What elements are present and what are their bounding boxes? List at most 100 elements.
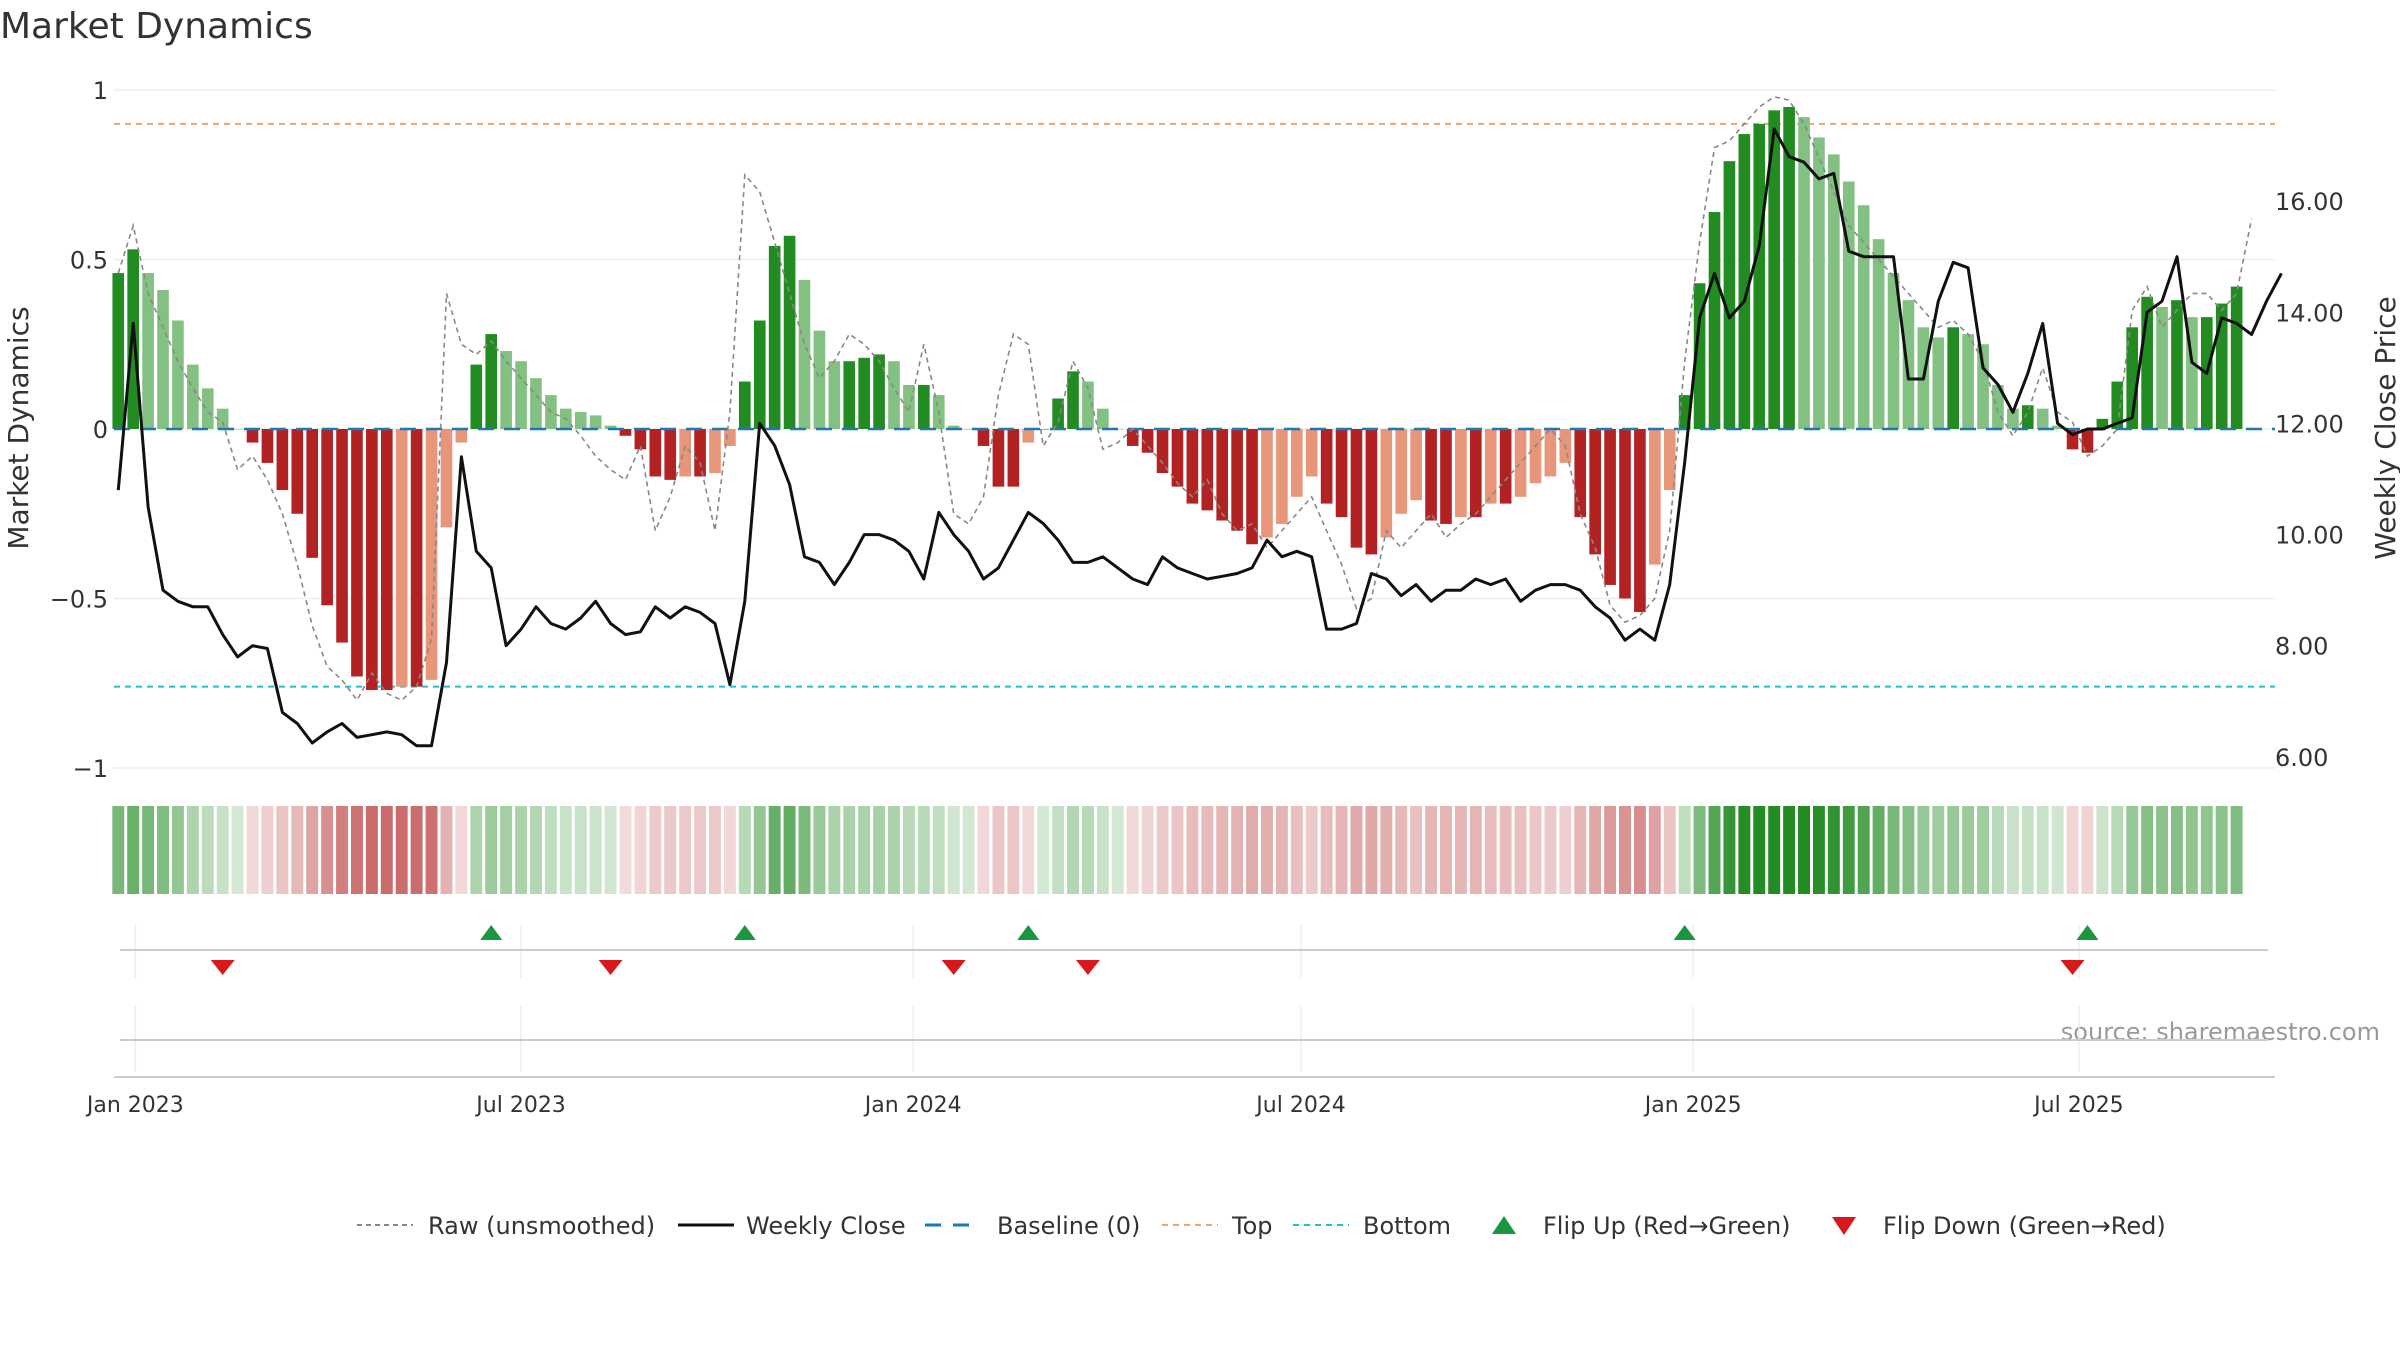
regime-cell xyxy=(709,806,721,894)
regime-cell xyxy=(1216,806,1229,894)
regime-cell xyxy=(813,806,826,894)
dynamics-bar xyxy=(1887,273,1900,429)
regime-cell xyxy=(2021,806,2034,894)
source-note: source: sharemaestro.com xyxy=(2061,1018,2380,1046)
regime-cell xyxy=(1529,806,1542,894)
regime-cell xyxy=(932,806,945,894)
dynamics-bar xyxy=(589,415,602,429)
regime-cell xyxy=(1350,806,1363,894)
weekly-close-line xyxy=(116,127,2283,748)
dynamics-bar xyxy=(1261,429,1273,538)
dynamics-bar xyxy=(470,364,483,429)
regime-cell xyxy=(619,806,632,894)
dynamics-bar xyxy=(1708,212,1721,429)
dynamics-bar xyxy=(783,235,796,429)
regime-cell xyxy=(2141,806,2154,894)
dynamics-bar xyxy=(276,429,289,491)
dynamics-bar xyxy=(216,408,229,429)
regime-cell xyxy=(992,806,1005,894)
regime-cell xyxy=(798,806,811,894)
dynamics-bar xyxy=(351,429,363,677)
dynamics-bar xyxy=(1425,429,1437,521)
regime-cell xyxy=(1574,806,1587,894)
dynamics-bar xyxy=(1992,384,2004,429)
regime-cell xyxy=(1977,806,1989,894)
dynamics-bar xyxy=(2141,296,2153,429)
dynamics-bar xyxy=(768,245,781,429)
legend-item-close: Weekly Close xyxy=(678,1212,906,1240)
dynamics-bar xyxy=(1186,429,1199,504)
regime-cell xyxy=(1738,806,1751,894)
legend-label: Weekly Close xyxy=(746,1212,906,1240)
dynamics-bar xyxy=(1022,429,1035,443)
regime-cell xyxy=(694,806,707,894)
dynamics-bar xyxy=(1768,110,1780,429)
regime-cell xyxy=(2006,806,2019,894)
regime-cell xyxy=(201,806,214,894)
dynamics-bar xyxy=(604,425,617,429)
legend: Raw (unsmoothed) Weekly Close Baseline (0)… xyxy=(357,1212,2166,1240)
regime-cell xyxy=(589,806,602,894)
regime-cell xyxy=(902,806,915,894)
dynamics-bar xyxy=(1604,429,1616,585)
flip-up-marker xyxy=(480,925,503,940)
regime-cell xyxy=(1275,806,1288,894)
dynamics-bar xyxy=(1842,181,1855,429)
dynamics-bar xyxy=(1380,429,1393,538)
flip-down-marker xyxy=(941,960,966,975)
x-tick-label: Jan 2024 xyxy=(863,1093,962,1118)
dynamics-bar xyxy=(1052,398,1064,429)
regime-cell xyxy=(1693,806,1706,894)
regime-cell xyxy=(1052,806,1065,894)
dynamics-bar xyxy=(515,361,527,429)
legend-item-top: Top xyxy=(1162,1212,1273,1240)
flip-up-marker xyxy=(1017,925,1040,940)
dynamics-bar xyxy=(1350,429,1363,548)
regime-cell xyxy=(231,806,244,894)
dynamics-bar xyxy=(574,412,587,429)
dynamics-bar xyxy=(1246,429,1258,545)
regime-cell xyxy=(2096,806,2109,894)
dynamics-bar xyxy=(1455,429,1467,518)
regime-cell xyxy=(1723,806,1736,894)
dynamics-bar xyxy=(2171,300,2183,429)
x-tick-label: Jul 2023 xyxy=(474,1093,566,1118)
dynamics-bar xyxy=(828,361,841,429)
regime-cell xyxy=(291,806,304,894)
regime-cell xyxy=(753,806,766,894)
regime-cell xyxy=(2170,806,2183,894)
regime-cell xyxy=(365,806,378,894)
regime-cell xyxy=(455,806,468,894)
regime-cell xyxy=(544,806,557,894)
legend-item-bottom: Bottom xyxy=(1293,1212,1451,1240)
dynamics-bar xyxy=(440,429,453,528)
dynamics-bar xyxy=(2051,425,2064,429)
y-axis-left-label: Market Dynamics xyxy=(2,306,35,549)
regime-cell xyxy=(1827,806,1840,894)
regime-cell xyxy=(1917,806,1930,894)
dynamics-bar xyxy=(947,425,960,429)
regime-cell xyxy=(216,806,229,894)
dynamics-bar xyxy=(992,429,1005,487)
dynamics-bar xyxy=(2156,306,2168,429)
regime-cell xyxy=(2126,806,2139,894)
dynamics-bar xyxy=(918,384,930,429)
regime-cell xyxy=(888,806,900,894)
legend-item-baseline: Baseline (0) xyxy=(925,1212,1140,1240)
regime-cell xyxy=(485,806,498,894)
regime-cell xyxy=(142,806,155,894)
dynamics-bar xyxy=(649,429,662,477)
dynamics-bar xyxy=(1723,161,1736,429)
dynamics-bar xyxy=(1813,137,1825,429)
regime-cell xyxy=(1186,806,1199,894)
flip-down-marker xyxy=(1075,960,1100,975)
dynamics-bar xyxy=(112,273,125,429)
dynamics-bar xyxy=(2096,418,2109,429)
y-right-tick-label: 6.00 xyxy=(2275,744,2328,772)
dynamics-bar xyxy=(873,354,885,429)
regime-cell xyxy=(1991,806,2004,894)
y-left-tick-label: 1 xyxy=(93,77,108,105)
dynamics-bar xyxy=(1440,429,1452,524)
regime-cell xyxy=(1096,806,1109,894)
